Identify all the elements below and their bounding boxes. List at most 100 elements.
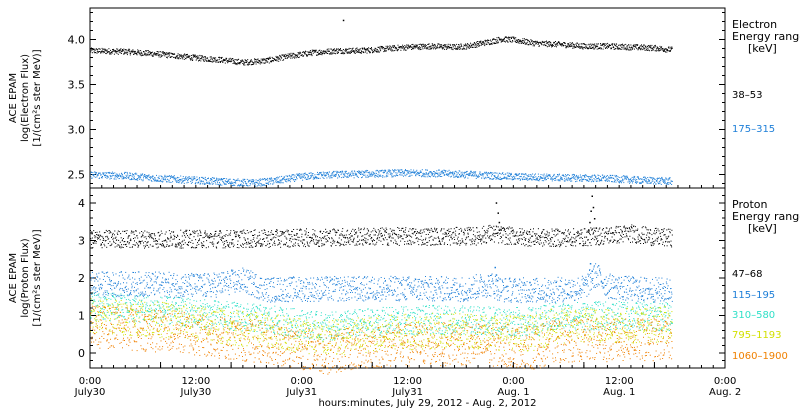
data-point <box>522 40 523 42</box>
data-point <box>402 172 404 174</box>
data-point <box>91 177 93 179</box>
data-point <box>468 175 470 177</box>
data-point <box>298 56 300 58</box>
data-point <box>349 175 350 177</box>
data-point <box>273 242 275 244</box>
data-point <box>239 63 241 65</box>
data-point <box>402 227 404 229</box>
data-point <box>532 42 534 44</box>
data-point <box>382 176 383 178</box>
data-point <box>374 234 376 236</box>
data-point <box>573 44 575 46</box>
data-point <box>394 45 395 47</box>
data-point <box>345 244 347 246</box>
data-point <box>349 51 350 53</box>
data-point <box>109 175 111 176</box>
data-point <box>261 230 263 232</box>
data-point <box>586 179 588 181</box>
data-point <box>118 239 120 241</box>
data-point <box>456 242 458 244</box>
data-point <box>136 173 138 175</box>
data-point <box>562 179 564 181</box>
data-point <box>260 185 262 187</box>
data-point <box>374 50 376 52</box>
data-point <box>562 43 564 45</box>
data-point <box>326 231 328 233</box>
data-point <box>425 237 427 239</box>
data-point <box>662 50 664 52</box>
data-point <box>154 53 156 54</box>
data-point <box>596 46 598 47</box>
data-point <box>441 176 443 177</box>
data-point <box>516 41 518 43</box>
data-point <box>228 60 230 62</box>
data-point <box>639 182 641 184</box>
data-point <box>405 46 407 48</box>
data-point <box>206 182 208 184</box>
data-point <box>623 182 625 184</box>
data-point <box>481 173 483 175</box>
data-point <box>636 179 638 180</box>
data-point <box>661 178 663 180</box>
data-point <box>294 235 296 236</box>
data-point <box>372 174 374 176</box>
data-point <box>339 172 341 174</box>
data-point <box>214 180 216 181</box>
data-point <box>613 43 615 45</box>
data-point <box>213 57 215 59</box>
data-point <box>336 172 338 174</box>
data-point <box>276 182 278 184</box>
data-point <box>161 176 163 178</box>
data-point <box>212 60 214 62</box>
data-point <box>133 238 134 239</box>
data-point <box>429 46 431 48</box>
data-point <box>671 46 673 48</box>
data-point <box>310 237 312 239</box>
data-point <box>304 234 306 236</box>
data-point <box>336 172 338 174</box>
data-point <box>291 57 293 59</box>
data-point <box>390 48 392 50</box>
data-point <box>416 44 417 46</box>
data-point <box>580 47 582 49</box>
data-point <box>358 49 360 51</box>
data-point <box>138 53 140 55</box>
data-point <box>423 231 425 233</box>
data-point <box>401 238 403 240</box>
data-point <box>575 181 577 183</box>
data-point <box>141 240 143 242</box>
data-point <box>96 176 98 178</box>
data-point <box>422 172 424 174</box>
data-point <box>650 182 652 184</box>
data-point <box>122 50 124 52</box>
data-point <box>662 180 664 182</box>
data-point <box>446 48 448 50</box>
data-point <box>141 179 143 181</box>
data-point <box>202 244 204 246</box>
data-point <box>557 44 559 46</box>
data-point <box>199 54 201 56</box>
data-point <box>406 243 408 245</box>
data-point <box>141 51 143 53</box>
data-point <box>471 174 473 176</box>
data-point <box>392 234 393 236</box>
data-point <box>404 47 405 49</box>
data-point <box>385 49 387 51</box>
data-point <box>432 174 434 175</box>
data-point <box>613 48 615 50</box>
data-point <box>595 43 597 45</box>
data-point <box>269 246 271 247</box>
data-point <box>405 170 407 172</box>
data-point <box>278 57 280 59</box>
data-point <box>183 180 185 182</box>
data-point <box>447 244 448 245</box>
data-point <box>360 229 362 231</box>
data-point <box>440 45 442 47</box>
data-point <box>209 234 211 236</box>
data-point <box>109 52 111 54</box>
data-point <box>617 179 619 180</box>
data-point <box>186 178 187 180</box>
data-point <box>424 46 426 48</box>
data-point <box>436 46 438 48</box>
data-point <box>583 175 585 177</box>
